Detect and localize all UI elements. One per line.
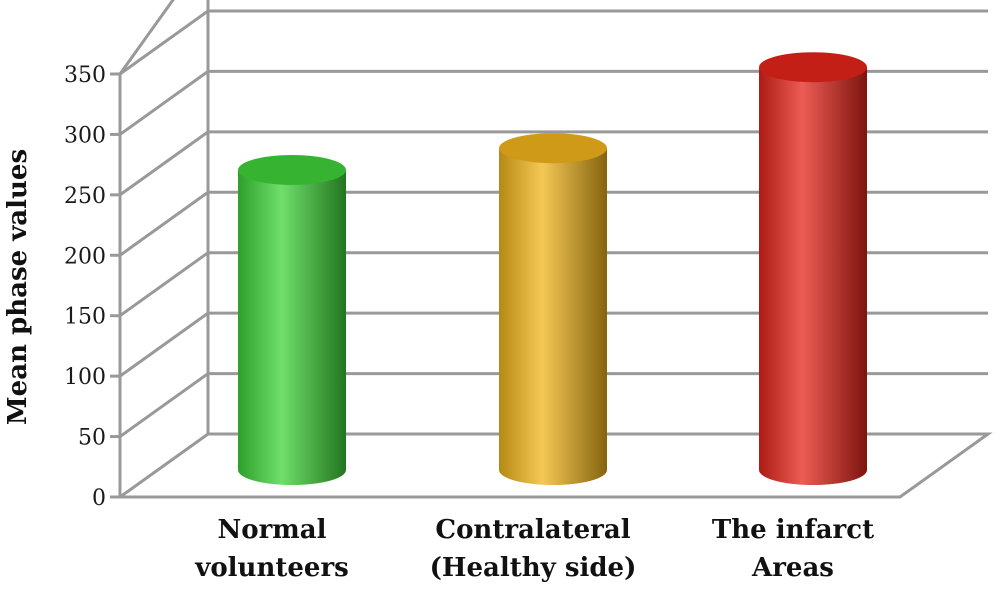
category-label: (Healthy side) bbox=[430, 553, 637, 583]
bar-body bbox=[499, 148, 607, 485]
category-label: The infarct bbox=[712, 515, 874, 545]
y-tick-label: 50 bbox=[78, 426, 106, 451]
y-tick-label: 150 bbox=[64, 305, 106, 330]
y-tick-label: 350 bbox=[64, 63, 106, 88]
category-label: Contralateral bbox=[435, 515, 630, 545]
bar bbox=[238, 154, 346, 485]
y-axis-title: Mean phase values bbox=[3, 149, 33, 425]
y-tick-label: 100 bbox=[64, 365, 106, 390]
bars bbox=[238, 52, 867, 485]
gridline bbox=[119, 251, 988, 317]
category-label: volunteers bbox=[194, 553, 349, 583]
bar-top bbox=[759, 52, 867, 83]
y-tick-label: 250 bbox=[64, 184, 106, 209]
bar-top bbox=[499, 133, 607, 164]
gridline bbox=[119, 69, 988, 136]
category-labels: Normal volunteers Contralateral (Healthy si… bbox=[194, 515, 874, 583]
gridlines bbox=[118, 0, 988, 438]
y-tick-label: 200 bbox=[64, 244, 106, 269]
gridline bbox=[119, 372, 988, 438]
bar-body bbox=[759, 67, 867, 485]
category-label: Areas bbox=[751, 553, 834, 583]
category-label: Normal bbox=[217, 515, 326, 545]
y-tick-labels: 0 50 100 150 200 250 300 350 bbox=[64, 63, 120, 511]
bar bbox=[759, 52, 867, 485]
gridline bbox=[119, 190, 988, 257]
floor bbox=[115, 432, 993, 499]
gridline bbox=[118, 0, 175, 75]
gridline bbox=[119, 311, 988, 378]
bar-body bbox=[238, 169, 346, 485]
y-tick-label: 300 bbox=[64, 123, 106, 148]
bar-top bbox=[238, 154, 346, 185]
y-tick-label: 0 bbox=[92, 486, 106, 511]
bar bbox=[499, 133, 607, 485]
gridline bbox=[119, 130, 988, 197]
gridline bbox=[119, 9, 988, 76]
